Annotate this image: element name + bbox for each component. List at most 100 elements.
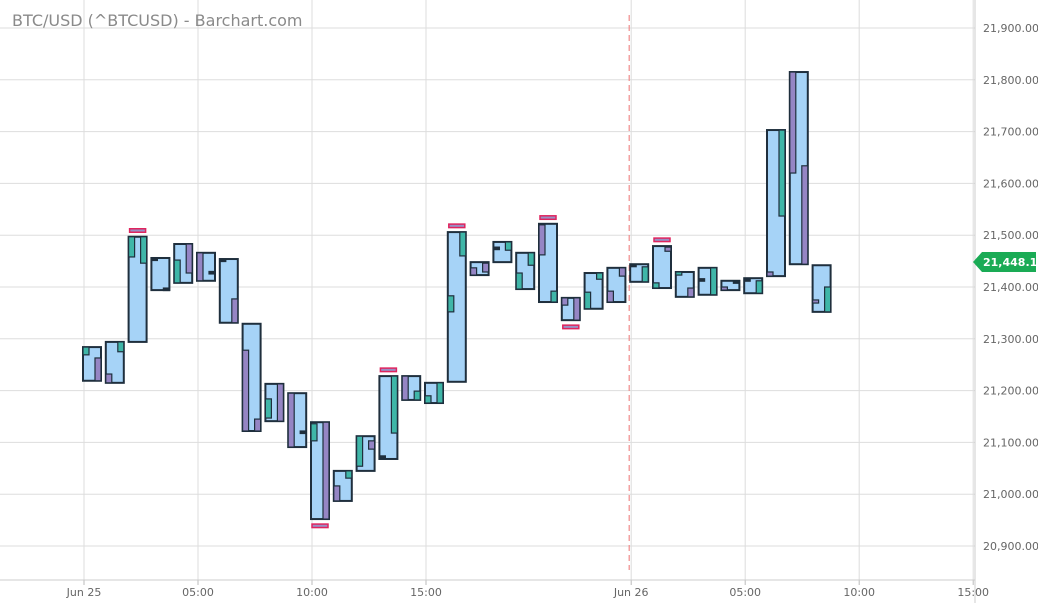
bar-right-segment (482, 262, 490, 273)
bar-right-segment (618, 267, 627, 277)
bar-right-segment (345, 470, 353, 479)
bars (82, 71, 832, 529)
bar-left-segment (766, 271, 774, 277)
bar-left-segment (150, 257, 158, 262)
bar-right-segment (595, 272, 604, 280)
bar-box (652, 245, 672, 290)
bar-right-segment (117, 341, 125, 353)
bar-right-segment (687, 287, 695, 298)
bar-right-segment (276, 383, 284, 422)
bar-left-segment (173, 259, 181, 284)
bar-left-segment (105, 373, 113, 384)
bar-left-segment (492, 246, 500, 251)
bar-right-segment (504, 241, 512, 251)
bar (720, 279, 741, 292)
bar (173, 243, 194, 284)
y-tick-label: 21,500.00 (983, 229, 1038, 242)
bar-left-segment (697, 278, 706, 282)
bar (469, 261, 490, 277)
y-tick-label: 21,900.00 (983, 22, 1038, 35)
bar-right-segment (185, 243, 193, 274)
y-tick-label: 21,700.00 (983, 126, 1038, 139)
x-tick-label: Jun 26 (613, 586, 649, 599)
bar-right-segment (641, 266, 649, 283)
bar-left-segment (219, 258, 227, 263)
y-tick-label: 21,300.00 (983, 333, 1038, 346)
bar-left-segment (652, 282, 660, 289)
bar-extreme-marker (311, 523, 329, 529)
x-tick-label: 15:00 (957, 586, 989, 599)
y-tick-label: 21,000.00 (983, 488, 1038, 501)
bar-left-segment (789, 71, 797, 174)
bar (515, 251, 536, 291)
bar (264, 382, 285, 423)
bar-left-segment (515, 272, 523, 290)
bar-left-segment (424, 395, 432, 404)
bar-left-segment (378, 455, 386, 460)
bar-extreme-marker (539, 215, 557, 221)
bar-right-segment (94, 357, 102, 382)
bar-right-segment (140, 236, 148, 264)
bar-right-segment (823, 286, 832, 313)
bar (196, 251, 216, 282)
bar-right-segment (755, 280, 763, 294)
bar-right-segment (436, 382, 444, 404)
bar-right-segment (459, 231, 467, 257)
y-tick-label: 21,800.00 (983, 74, 1038, 87)
bar-left-segment (538, 224, 546, 256)
chart-title: BTC/USD (^BTCUSD) - Barchart.com (12, 11, 303, 30)
bar-right-segment (413, 390, 421, 401)
bar (674, 270, 695, 298)
bar-extreme-marker (379, 367, 398, 373)
bar-right-segment (368, 440, 376, 450)
bar (629, 263, 650, 283)
bar-right-segment (527, 252, 535, 266)
bar-left-segment (811, 299, 820, 304)
bar-right-segment (778, 129, 786, 217)
last-price-label: 21,448.17 (983, 256, 1038, 269)
x-tick-label: 05:00 (729, 586, 761, 599)
y-tick-label: 21,100.00 (983, 436, 1038, 449)
bar (355, 435, 376, 472)
bar-left-segment (561, 297, 569, 306)
bar-right-segment (390, 375, 398, 434)
bar-left-segment (583, 291, 592, 310)
bar (218, 258, 239, 324)
bar-right-segment (709, 267, 718, 296)
last-price-tag (973, 252, 1036, 273)
bar-right-segment (254, 418, 262, 432)
y-tick-label: 21,400.00 (983, 281, 1038, 294)
bar-extreme-marker (448, 223, 466, 229)
bar (788, 71, 809, 266)
bar (560, 296, 581, 330)
bar (743, 277, 764, 295)
bar (104, 340, 125, 384)
bar (652, 237, 672, 290)
bar-extreme-marker (562, 324, 580, 330)
bar-left-segment (720, 286, 729, 291)
bar-right-segment (208, 270, 216, 275)
bar (150, 256, 171, 292)
bar-right-segment (299, 430, 307, 435)
bar (310, 421, 330, 529)
bar (766, 129, 786, 278)
x-tick-label: 10:00 (296, 586, 328, 599)
bar (287, 392, 308, 449)
bar-left-segment (287, 392, 295, 448)
bar (241, 322, 262, 433)
bar (492, 240, 513, 264)
bar (606, 266, 627, 304)
bar (446, 223, 467, 383)
bar (127, 228, 148, 343)
y-tick-label: 20,900.00 (983, 540, 1038, 553)
y-tick-label: 21,600.00 (983, 177, 1038, 190)
bar (378, 367, 399, 460)
bar-box (150, 256, 171, 292)
bar-left-segment (606, 290, 615, 303)
bar-left-segment (128, 236, 136, 258)
bar-left-segment (356, 435, 364, 467)
bar (401, 375, 422, 401)
bar-box (720, 279, 741, 292)
